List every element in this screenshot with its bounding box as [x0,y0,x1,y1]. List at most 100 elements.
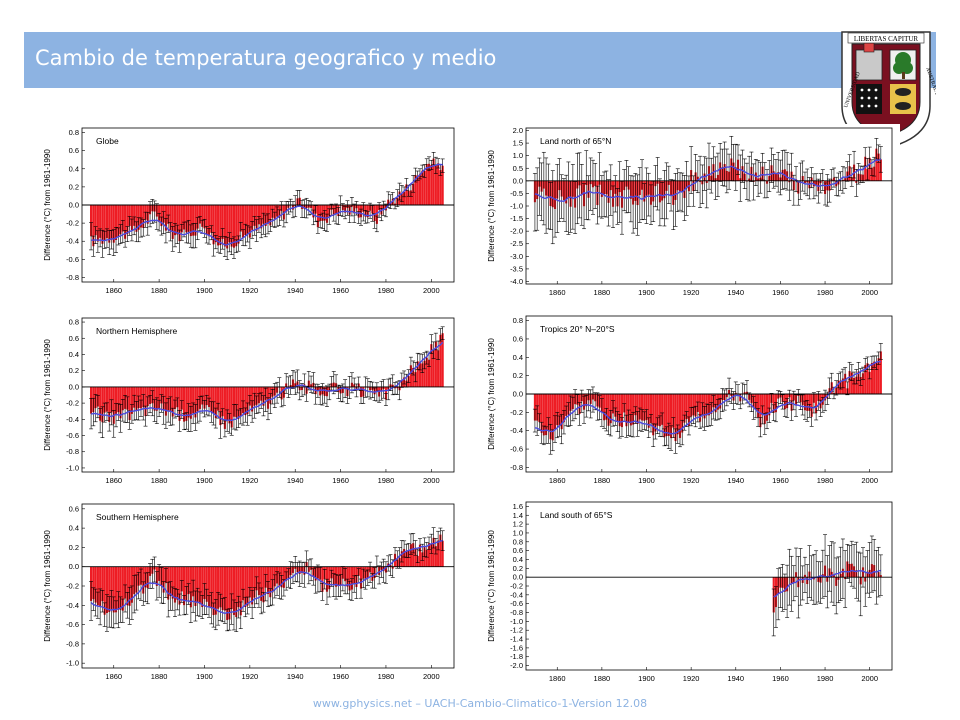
error-bar [811,392,816,414]
bar [189,205,192,237]
error-bar [334,574,339,600]
bar [228,205,231,243]
bar [153,386,156,411]
bar [416,361,419,387]
bar [412,543,415,567]
y-tick-label: -0.6 [66,431,79,440]
error-bar [655,417,660,435]
error-bar [718,142,723,182]
error-bar [143,572,148,603]
error-bar [170,407,175,426]
bar [772,394,775,413]
x-tick-label: 1940 [287,672,304,681]
error-bar [575,394,580,416]
error-bar [642,183,647,220]
error-bar [417,538,422,552]
error-bar [622,169,627,212]
bar [432,350,435,387]
error-bar [422,352,427,370]
x-tick-label: 1920 [683,674,700,683]
error-bar [724,148,729,194]
y-axis-label: Difference (°C) from 1961-1990 [43,530,52,642]
error-bar [368,381,373,400]
error-bar [263,214,268,238]
error-bar [773,402,778,423]
error-bar [370,205,375,222]
x-tick-label: 1960 [332,476,349,485]
error-bar [541,151,546,226]
bar [855,376,858,394]
y-tick-label: 0.2 [69,366,79,375]
bar [348,566,351,591]
bar [239,566,242,616]
error-bar [802,171,807,195]
y-tick-label: -1.5 [510,214,523,223]
bar [226,566,229,621]
bar [221,205,224,239]
bar [430,164,433,205]
error-bar [599,175,604,219]
error-bar [431,527,436,549]
bar [251,205,254,230]
error-bar [597,152,602,218]
error-bar [270,389,275,405]
error-bar [238,601,243,629]
bar [418,544,422,567]
bar [121,205,124,232]
y-tick-label: 0.4 [69,350,79,359]
error-bar [535,167,540,231]
bar [810,394,813,417]
error-bar [247,587,252,608]
error-bar [749,151,754,182]
bar [158,386,161,409]
bar [103,386,106,413]
bar [112,386,115,424]
bar [178,566,181,605]
error-bar [662,170,667,227]
error-bar [145,396,150,416]
error-bar [397,547,402,569]
x-tick-label: 1940 [287,476,304,485]
error-bar [136,572,141,600]
error-bar [293,371,298,395]
chart-svg: 1.61.41.21.00.80.60.40.20.0-0.2-0.4-0.6-… [487,501,893,683]
bar [114,386,118,416]
error-bar [805,168,810,197]
error-bar [653,423,658,440]
error-bar [129,585,134,620]
error-bar [544,157,549,234]
error-bar [836,556,841,604]
bar [235,205,238,247]
error-bar [218,593,223,621]
error-bar [695,401,700,423]
error-bar [300,562,305,584]
error-bar [872,539,877,592]
bar [359,566,363,589]
error-bar [270,579,275,606]
error-bar [588,389,593,419]
x-tick-label: 1980 [378,286,395,295]
bar [173,205,177,236]
bar [540,394,543,433]
bar [230,386,233,428]
error-bar [682,175,687,221]
error-bar [227,232,232,253]
error-bar [359,208,363,226]
error-bar [785,564,790,618]
error-bar [816,391,821,411]
bar [412,367,415,387]
bar [632,394,635,425]
error-bar [152,200,157,223]
chart-svg: 0.8 0.6 0.4 0.2 0.0 -0.2 -0.4 -0.6 -0.8 1860 1880 1… [43,127,455,295]
x-tick-label: 1920 [242,672,259,681]
error-bar [570,396,575,422]
error-bar [195,399,200,424]
bar [441,540,444,567]
error-bar [309,558,314,582]
y-tick-label: -2.0 [510,227,523,236]
y-tick-label: 1.5 [513,139,523,148]
error-bar [207,397,212,417]
error-bar [125,396,130,423]
bar [850,372,853,394]
bar [269,205,272,226]
